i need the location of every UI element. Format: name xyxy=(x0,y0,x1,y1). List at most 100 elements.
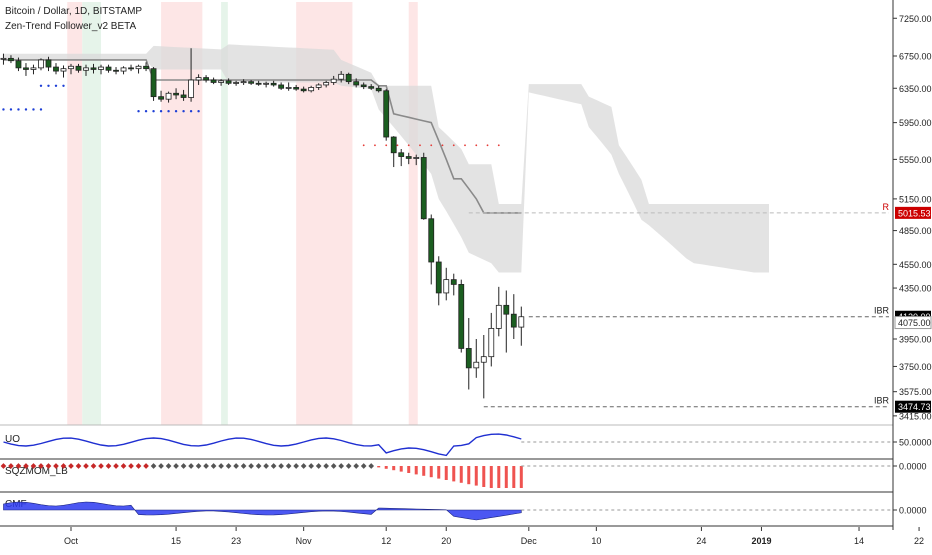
price-tick-label: 4350.00 xyxy=(899,284,932,294)
candle-body xyxy=(68,65,74,70)
sqz-dot xyxy=(210,463,217,469)
support-dot xyxy=(9,108,13,111)
price-tick-label: 4550.00 xyxy=(899,260,932,270)
candle-body xyxy=(315,84,322,88)
candle-body xyxy=(218,80,225,83)
uo-line xyxy=(3,433,522,457)
sqz-dot xyxy=(173,463,179,469)
support-dot xyxy=(54,84,58,87)
candle-body xyxy=(383,90,390,138)
candle-body xyxy=(173,92,179,96)
candle-body xyxy=(30,67,37,70)
support-dot xyxy=(17,108,20,111)
panel-tick-label: 0.0000 xyxy=(899,462,927,472)
candle-body xyxy=(345,73,352,83)
time-tick-label: 15 xyxy=(171,536,181,546)
candle-body xyxy=(338,73,345,80)
time-tick-label: Dec xyxy=(521,536,538,546)
support-dot xyxy=(189,110,193,113)
sqz-bar xyxy=(482,466,486,487)
resistance-dot xyxy=(385,144,388,147)
candle-body xyxy=(98,66,104,70)
candle-body xyxy=(210,79,217,83)
sqz-dot xyxy=(23,463,29,469)
support-dot xyxy=(2,108,5,111)
trend-cloud xyxy=(3,44,769,273)
resistance-dot xyxy=(396,144,399,147)
price-label-box xyxy=(894,316,932,330)
support-dot xyxy=(137,110,140,113)
time-tick-label: 23 xyxy=(231,536,241,546)
time-tick-label: Oct xyxy=(64,536,79,546)
candle-body xyxy=(263,82,270,85)
sqz-dot xyxy=(255,463,262,469)
time-tick-label: 20 xyxy=(441,536,451,546)
sqz-bar xyxy=(489,466,493,488)
price-tick-label: 5150.00 xyxy=(899,194,932,204)
session-band xyxy=(408,2,418,425)
candle-body xyxy=(255,82,262,85)
sqz-bar xyxy=(429,466,433,478)
candle-body xyxy=(278,84,285,89)
sqz-bar xyxy=(497,466,501,488)
candle-body xyxy=(8,57,14,62)
candle-body xyxy=(473,361,480,369)
sqz-dot xyxy=(15,463,22,469)
panel-name: SQZMOM_LB xyxy=(5,466,68,477)
sqz-dot xyxy=(120,463,127,469)
sqz-dot xyxy=(203,463,209,469)
time-tick-label: 22 xyxy=(914,536,924,546)
session-band xyxy=(161,2,203,425)
candle-body xyxy=(308,87,315,92)
price-tick-label: 7250.00 xyxy=(899,14,932,24)
sqz-bar xyxy=(519,466,523,488)
support-dot xyxy=(144,110,148,113)
session-band xyxy=(221,2,228,425)
sqz-dot xyxy=(143,463,149,469)
sqz-dot xyxy=(248,463,254,469)
candle-body xyxy=(495,304,502,329)
resistance-dot xyxy=(407,144,410,147)
sqz-dot xyxy=(105,463,112,469)
candle-body xyxy=(353,81,360,86)
sqz-dot xyxy=(158,463,164,469)
candle-body xyxy=(75,65,82,71)
candle-body xyxy=(518,316,525,328)
panel-tick-label: 50.0000 xyxy=(899,438,932,448)
sqz-dot xyxy=(165,463,172,469)
support-dot xyxy=(39,108,43,111)
candle-body xyxy=(53,66,59,72)
trend-line xyxy=(3,59,522,214)
candle-body xyxy=(90,67,97,70)
sqz-dot xyxy=(308,463,314,469)
resistance-dot xyxy=(430,144,433,147)
candle-body xyxy=(510,313,517,328)
support-dot xyxy=(174,110,178,113)
candle-body xyxy=(203,77,209,81)
sqz-bar xyxy=(407,466,411,473)
candle-body xyxy=(450,279,457,285)
price-tick-label: 3950.00 xyxy=(899,335,932,345)
candle-body xyxy=(285,87,292,89)
sqz-dot xyxy=(90,463,97,469)
sqz-dot xyxy=(113,463,119,469)
candle-body xyxy=(413,157,420,159)
price-tick-label: 6350.00 xyxy=(899,84,932,94)
price-label-tag: R xyxy=(883,202,890,212)
candle-body xyxy=(398,152,405,157)
sqz-dot xyxy=(83,463,89,469)
sqz-bar xyxy=(437,466,441,479)
time-tick-label: 2019 xyxy=(751,536,771,546)
sqz-bar xyxy=(422,466,426,476)
sqz-bar xyxy=(459,466,463,483)
sqz-bar xyxy=(399,466,403,472)
candle-body xyxy=(300,88,307,92)
sqz-bar xyxy=(384,466,388,469)
resistance-dot xyxy=(486,144,489,147)
session-band xyxy=(67,2,83,425)
sqz-dot xyxy=(263,463,269,469)
candle-body xyxy=(180,94,187,98)
candle-body xyxy=(323,82,330,86)
support-dot xyxy=(197,110,200,113)
